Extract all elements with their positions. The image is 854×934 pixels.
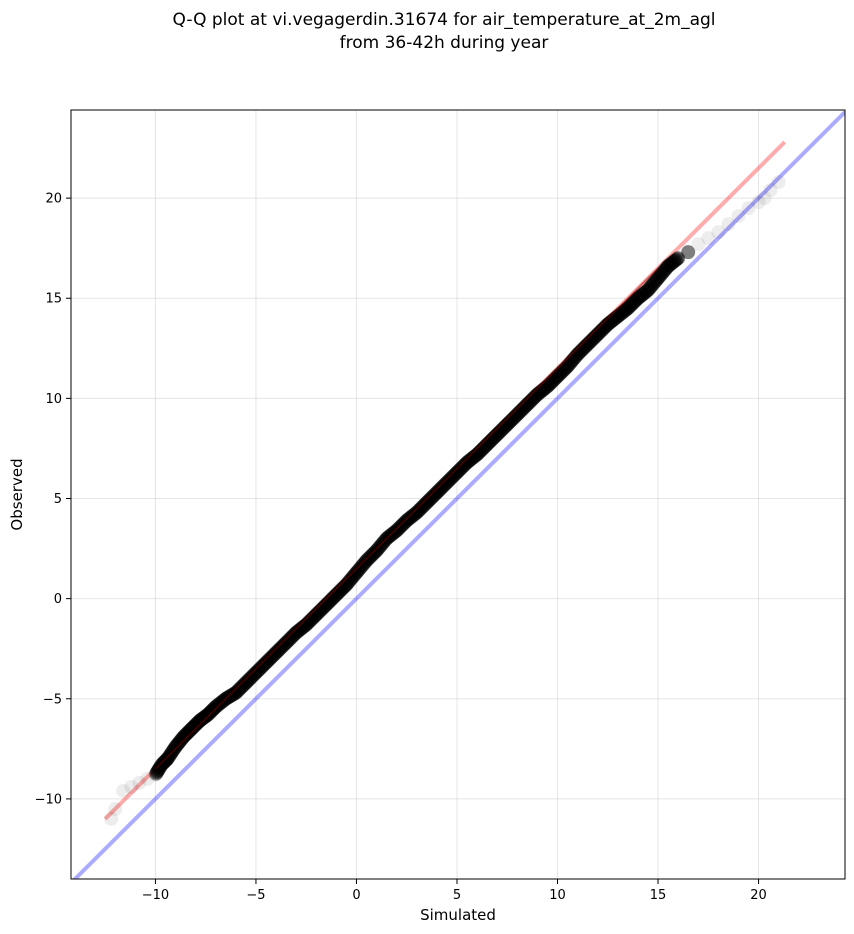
quantile-point bbox=[269, 645, 284, 660]
y-tick-label: 5 bbox=[54, 492, 62, 507]
quantile-point bbox=[228, 685, 243, 700]
quantile-point bbox=[240, 674, 255, 689]
quantile-point bbox=[691, 237, 706, 252]
x-tick-label: −5 bbox=[246, 888, 265, 903]
quantile-point bbox=[411, 504, 426, 519]
x-axis-label: Simulated bbox=[420, 906, 496, 924]
quantile-point bbox=[651, 271, 666, 286]
quantile-point bbox=[248, 665, 263, 680]
quantile-point bbox=[620, 301, 635, 316]
quantile-point bbox=[250, 664, 265, 679]
quantile-point bbox=[238, 675, 253, 690]
quantile-point bbox=[763, 183, 778, 198]
quantile-point bbox=[421, 494, 436, 509]
quantile-point bbox=[230, 684, 245, 699]
quantile-point bbox=[630, 291, 645, 306]
quantile-point bbox=[260, 654, 275, 669]
x-tick-label: 20 bbox=[750, 888, 767, 903]
quantile-point bbox=[771, 175, 786, 190]
quantile-point bbox=[757, 191, 772, 206]
quantile-point bbox=[360, 552, 375, 567]
quantile-point bbox=[389, 523, 404, 538]
quantile-point bbox=[419, 495, 434, 510]
quantile-point bbox=[441, 474, 456, 489]
quantile-point bbox=[349, 565, 364, 580]
plot-area-frame bbox=[70, 109, 846, 880]
quantile-point bbox=[104, 811, 119, 826]
grid-lines bbox=[71, 110, 845, 879]
y-tick-label: 10 bbox=[45, 392, 62, 407]
quantile-point bbox=[449, 465, 464, 480]
quantile-point bbox=[431, 484, 446, 499]
y-tick-label: 20 bbox=[45, 192, 62, 207]
quantile-point bbox=[721, 217, 736, 232]
quantile-point bbox=[289, 625, 304, 640]
axis-ticks: −10 −5 0 5 10 15 20 −10 −5 0 5 10 15 20 bbox=[35, 192, 767, 903]
quantile-points bbox=[104, 175, 786, 826]
quantile-point bbox=[640, 283, 655, 298]
quantile-point bbox=[652, 269, 667, 284]
quantile-point bbox=[279, 635, 294, 650]
quantile-point bbox=[671, 251, 686, 266]
quantile-point bbox=[711, 225, 726, 240]
quantile-point bbox=[160, 751, 175, 766]
quantile-point bbox=[701, 231, 716, 246]
y-tick-label: −5 bbox=[43, 692, 62, 707]
quantile-point bbox=[151, 762, 166, 777]
quantile-point bbox=[149, 766, 164, 781]
quantile-point bbox=[148, 767, 163, 782]
quantile-point bbox=[149, 765, 164, 780]
y-tick-label: 0 bbox=[54, 592, 62, 607]
quantile-point bbox=[751, 195, 766, 210]
quantile-point bbox=[152, 761, 167, 776]
x-tick-label: 15 bbox=[650, 888, 667, 903]
quantile-point bbox=[108, 801, 123, 816]
x-tick-label: 10 bbox=[549, 888, 566, 903]
quantile-point bbox=[270, 644, 285, 659]
x-tick-label: 0 bbox=[352, 888, 360, 903]
quantile-point bbox=[161, 750, 176, 765]
quantile-point bbox=[642, 281, 657, 296]
quantile-point bbox=[370, 542, 385, 557]
quantile-point bbox=[460, 455, 475, 470]
quantile-point bbox=[132, 775, 147, 790]
quantile-point bbox=[208, 699, 223, 714]
quantile-point bbox=[150, 764, 165, 779]
quantile-point bbox=[140, 771, 155, 786]
quantile-point bbox=[439, 475, 454, 490]
identity-line bbox=[72, 110, 845, 879]
y-tick-label: 15 bbox=[45, 292, 62, 307]
quantile-point bbox=[124, 779, 139, 794]
y-axis-label: Observed bbox=[8, 458, 26, 530]
x-tick-label: −10 bbox=[142, 888, 169, 903]
quantile-point bbox=[681, 245, 696, 260]
quantile-point bbox=[369, 543, 384, 558]
quantile-point bbox=[622, 300, 637, 315]
quantile-point bbox=[731, 209, 746, 224]
x-tick-label: 5 bbox=[453, 888, 461, 903]
quantile-point bbox=[259, 655, 274, 670]
quantile-point bbox=[399, 513, 414, 528]
quantile-point bbox=[280, 634, 295, 649]
quantile-point bbox=[661, 259, 676, 274]
quantile-point bbox=[409, 505, 424, 520]
quantile-point bbox=[451, 464, 466, 479]
quantile-point bbox=[359, 553, 374, 568]
chart-subtitle: from 36-42h during year bbox=[340, 33, 549, 53]
quantile-point bbox=[168, 739, 183, 754]
chart-title: Q-Q plot at vi.vegagerdin.31674 for air_… bbox=[172, 10, 715, 30]
quantile-point bbox=[340, 576, 355, 591]
y-tick-label: −10 bbox=[35, 792, 62, 807]
quantile-point bbox=[350, 564, 365, 579]
quantile-point bbox=[741, 201, 756, 216]
fit-line-overlay bbox=[154, 267, 659, 770]
quantile-point bbox=[390, 522, 405, 537]
quantile-point bbox=[429, 485, 444, 500]
quantile-point bbox=[116, 783, 131, 798]
